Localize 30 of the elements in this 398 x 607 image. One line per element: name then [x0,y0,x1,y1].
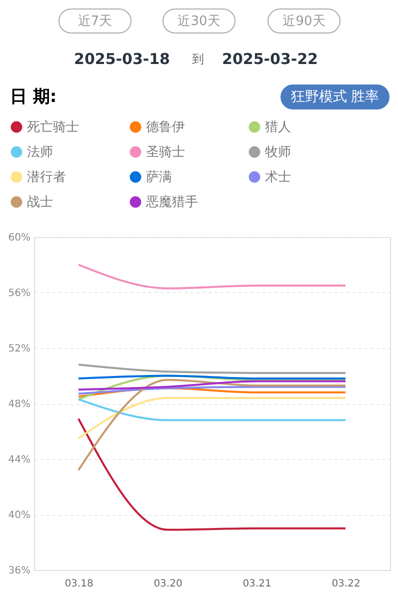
x-tick-label: 03.21 [242,578,272,590]
text: 到 [192,52,204,66]
legend-label: 术士 [265,170,291,185]
legend-label: 牧师 [265,145,291,160]
legend-label: 法师 [27,145,53,160]
legend-label: 恶魔猎手 [145,195,198,210]
legend-label: 死亡骑士 [27,119,79,135]
x-tick-label: 03.20 [154,578,182,590]
y-tick-label: 56% [8,288,30,299]
text: 近7天 [78,14,112,29]
legend-label: 猎人 [265,120,291,135]
y-tick-label: 52% [8,344,30,354]
text: 近30天 [178,14,220,29]
x-tick-label: 03.18 [64,578,94,590]
chart-title: 日 期: [10,87,57,107]
y-tick-label: 36% [8,566,30,576]
y-tick-label: 44% [8,454,30,466]
y-tick-label: 40% [8,510,30,521]
legend-label: 战士 [27,195,53,210]
chart-subtitle: 狂野模式 胜率 [290,89,380,105]
legend-label: 潜行者 [27,170,66,185]
x-tick-label: 03.22 [332,578,360,590]
y-tick-label: 60% [8,232,30,244]
text: 2025-03-18 [74,50,170,68]
text: 2025-03-22 [222,50,318,68]
text: 近90天 [282,14,326,29]
y-tick-label: 48% [8,399,30,410]
legend-label: 萨满 [146,170,172,185]
legend-label: 圣骑士 [146,145,185,160]
legend-label: 德鲁伊 [146,120,185,135]
